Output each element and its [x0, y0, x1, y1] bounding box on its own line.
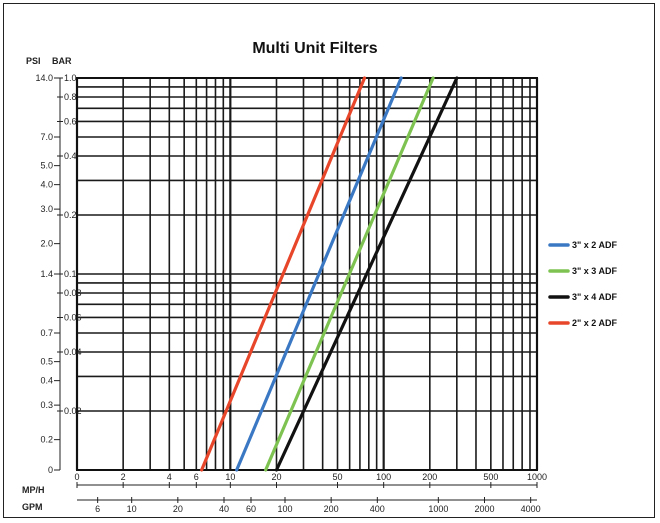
x-tick-label-mph: 500 [483, 472, 498, 482]
y-tick-label-psi: 0.7 [40, 328, 53, 338]
x-tick-label-mph: 1000 [527, 472, 547, 482]
x-tick-label-mph: 20 [271, 472, 281, 482]
series-line-4 [200, 76, 367, 472]
grid-layer [75, 77, 539, 471]
x-tick-label-gpm: 400 [370, 504, 385, 514]
y-tick-label-psi: 7.0 [40, 132, 53, 142]
y-tick-label-bar: 0.6 [64, 116, 77, 126]
chart-frame [3, 3, 655, 518]
y-tick-label-psi: 14.0 [35, 73, 53, 83]
x-tick-label-mph: 100 [376, 472, 391, 482]
y-tick-label-psi: 0.5 [40, 357, 53, 367]
series-line-3 [274, 76, 459, 472]
x-tick-label-mph: 2 [121, 472, 126, 482]
y-unit-psi: PSI [26, 56, 41, 66]
y-tick-label-psi: 4.0 [40, 180, 53, 190]
x-tick-label-mph: 0 [74, 472, 79, 482]
y-tick-label-bar: 0.08 [64, 288, 82, 298]
x-tick-label-gpm: 200 [324, 504, 339, 514]
y-tick-label-bar: 1.0 [64, 73, 77, 83]
y-tick-label-psi: 0 [48, 465, 53, 475]
x-tick-label-mph: 200 [422, 472, 437, 482]
y-tick-label-bar: 0.06 [64, 312, 82, 322]
x-unit-mph: MP/H [22, 485, 45, 495]
x-tick-label-mph: 10 [225, 472, 235, 482]
x-tick-label-mph: 4 [167, 472, 172, 482]
y-tick-label-psi: 0.2 [40, 435, 53, 445]
legend: 3" x 2 ADF 3" x 3 ADF 3" x 4 ADF 2" x 2 ADF [548, 240, 617, 328]
y-tick-label-bar: 0.8 [64, 92, 77, 102]
y-tick-label-bar: 0.04 [64, 347, 82, 357]
y-tick-label-bar: 0.4 [64, 151, 77, 161]
x-tick-label-gpm: 20 [173, 504, 183, 514]
x-tick-label-mph: 50 [333, 472, 343, 482]
y-tick-label-psi: 0.3 [40, 400, 53, 410]
y-tick-label-psi: 0.4 [40, 376, 53, 386]
axis-layer: 1.0 0.8 0.6 0.4 0.2 0.1 0.08 0.06 0.04 0.02 14.0 7.… [35, 73, 547, 514]
plot-border [76, 77, 538, 471]
x-tick-label-gpm: 100 [277, 504, 292, 514]
x-unit-gpm: GPM [22, 502, 43, 512]
x-tick-label-gpm: 4000 [521, 504, 541, 514]
legend-label: 2" x 2 ADF [572, 318, 617, 328]
y-tick-label-bar: 0.02 [64, 406, 82, 416]
x-tick-label-gpm: 40 [219, 504, 229, 514]
legend-label: 3" x 4 ADF [572, 292, 617, 302]
series-line-1 [235, 76, 403, 472]
x-tick-label-gpm: 10 [127, 504, 137, 514]
legend-label: 3" x 2 ADF [572, 240, 617, 250]
y-tick-label-bar: 0.1 [64, 269, 77, 279]
x-tick-label-mph: 6 [194, 472, 199, 482]
x-tick-label-gpm: 2000 [474, 504, 494, 514]
y-tick-label-psi: 3.0 [40, 204, 53, 214]
y-tick-label-bar: 0.2 [64, 210, 77, 220]
y-tick-label-psi: 5.0 [40, 161, 53, 171]
chart-title: Multi Unit Filters [252, 40, 377, 57]
y-tick-label-psi: 1.4 [40, 269, 53, 279]
legend-label: 3" x 3 ADF [572, 266, 617, 276]
y-tick-label-psi: 2.0 [40, 239, 53, 249]
x-tick-label-gpm: 1000 [428, 504, 448, 514]
y-unit-bar: BAR [52, 56, 72, 66]
x-tick-label-gpm: 6 [95, 504, 100, 514]
series-layer [200, 76, 459, 472]
series-line-2 [264, 76, 435, 472]
x-tick-label-gpm: 60 [246, 504, 256, 514]
